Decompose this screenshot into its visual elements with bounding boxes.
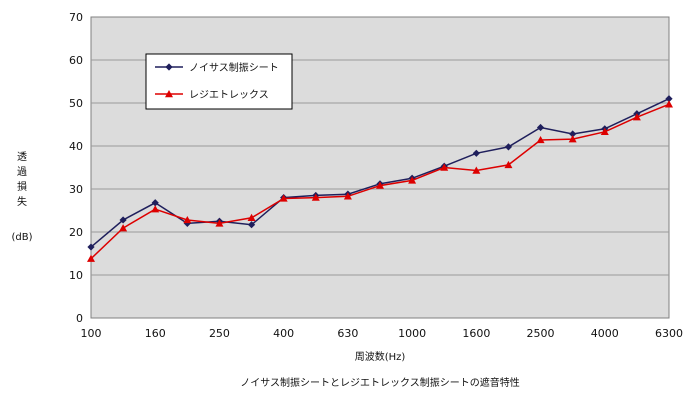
data-point-series-2 — [504, 160, 513, 169]
series-lines — [87, 95, 673, 262]
y-tick-label: 10 — [69, 269, 83, 282]
data-point-series-1 — [504, 143, 513, 151]
x-tick-label: 100 — [81, 327, 102, 340]
data-point-series-2 — [665, 100, 673, 108]
x-tick-labels: 100 160 250 400 630 1000 1600 2500 4000 6300 — [81, 327, 684, 340]
data-point-series-2 — [343, 192, 352, 200]
x-tick-label: 1600 — [462, 327, 490, 340]
x-tick-label: 6300 — [655, 327, 683, 340]
data-point-series-2 — [247, 213, 256, 222]
data-point-series-2 — [600, 127, 609, 136]
legend: ノイサス制振シート レジエトレックス — [145, 53, 293, 110]
data-point-series-1 — [472, 149, 480, 157]
data-point-series-1 — [247, 221, 256, 229]
data-point-series-2 — [632, 113, 641, 121]
y-tick-label: 30 — [69, 183, 83, 196]
legend-label-series-1: ノイサス制振シート — [189, 61, 279, 74]
data-point-series-1 — [665, 95, 673, 103]
data-point-series-1 — [569, 130, 577, 138]
y-tick-label: 40 — [69, 140, 83, 153]
data-point-series-2 — [279, 194, 288, 202]
y-tick-label: 20 — [69, 226, 83, 239]
y-axis-label: 透過損失 (dB) — [11, 151, 32, 243]
data-point-series-2 — [472, 166, 481, 174]
y-axis-unit: (dB) — [11, 232, 32, 243]
x-tick-label: 630 — [337, 327, 358, 340]
y-axis-title: 透過損失 — [17, 151, 27, 208]
data-point-series-2 — [440, 163, 449, 171]
data-point-series-2 — [376, 181, 384, 189]
y-tick-label: 60 — [69, 54, 83, 67]
data-point-series-2 — [183, 215, 192, 224]
legend-marker-series-2 — [165, 90, 173, 98]
data-point-series-1 — [87, 243, 95, 251]
legend-marker-series-1 — [165, 63, 173, 71]
data-point-series-2 — [87, 254, 95, 262]
x-tick-label: 4000 — [591, 327, 619, 340]
data-point-series-2 — [119, 224, 128, 232]
x-tick-label: 400 — [273, 327, 294, 340]
y-tick-label: 70 — [69, 11, 83, 24]
data-point-series-1 — [151, 199, 159, 207]
x-tick-label: 2500 — [527, 327, 555, 340]
data-point-series-2 — [311, 193, 320, 201]
x-tick-label: 1000 — [398, 327, 426, 340]
data-point-series-1 — [119, 216, 127, 224]
chart-caption: ノイサス制振シートとレジエトレックス制振シートの遮音特性 — [240, 376, 520, 389]
data-point-series-2 — [408, 176, 417, 184]
data-point-series-2 — [215, 219, 224, 227]
y-tick-label: 50 — [69, 97, 83, 110]
legend-box — [145, 53, 293, 110]
data-point-series-1 — [536, 123, 545, 132]
x-tick-label: 250 — [209, 327, 230, 340]
data-point-series-2 — [536, 135, 545, 144]
legend-label-series-2: レジエトレックス — [189, 89, 269, 101]
x-axis-label: 周波数(Hz) — [355, 350, 406, 363]
y-tick-labels: 0 10 20 30 40 50 60 70 — [69, 11, 83, 325]
x-tick-label: 160 — [145, 327, 166, 340]
data-point-series-2 — [151, 205, 160, 213]
y-tick-label: 0 — [76, 312, 83, 325]
data-point-series-2 — [568, 135, 577, 143]
